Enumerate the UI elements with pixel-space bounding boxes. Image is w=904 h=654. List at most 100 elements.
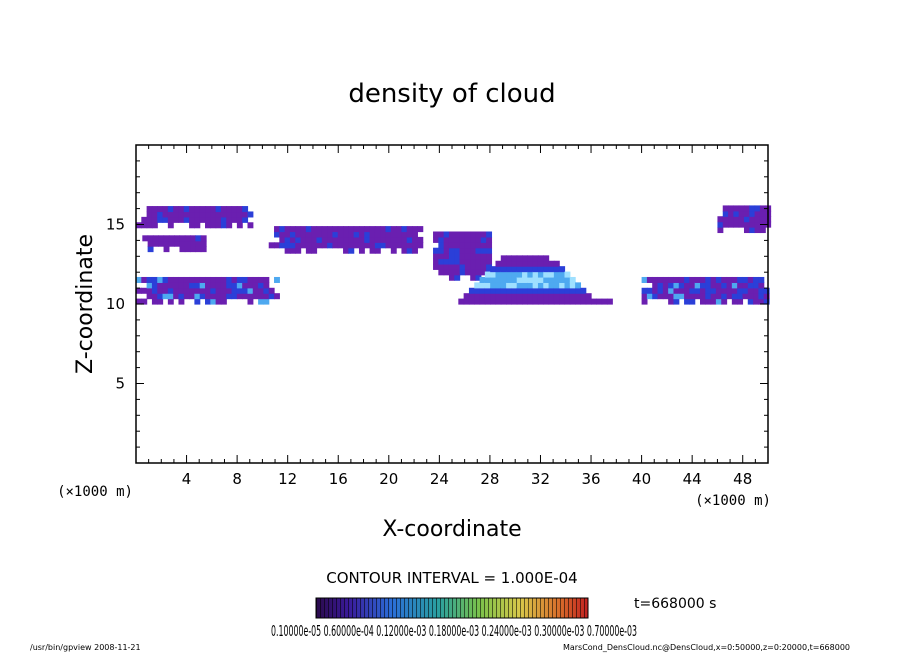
cloud-cell [495, 282, 502, 289]
cloud-cell [412, 231, 418, 238]
cloud-cell [511, 260, 518, 267]
cloud-cell [459, 263, 466, 270]
cloud-cell [348, 236, 355, 243]
cloud-cell [722, 210, 729, 217]
cloud-cell [184, 240, 191, 247]
cloud-cell [484, 276, 491, 283]
cloud-cell [236, 211, 243, 218]
cloud-cell [717, 216, 724, 223]
cloud-cell [601, 298, 608, 305]
cloud-cell [252, 276, 259, 283]
cloud-cell [195, 240, 202, 247]
cloud-cell [184, 235, 191, 242]
cloud-cell [311, 236, 318, 243]
cloud-cell [252, 282, 259, 289]
cloud-cell [699, 276, 706, 283]
cloud-cell [353, 242, 360, 249]
cloud-cell [263, 298, 270, 305]
y-axis-title: Z-coordinate [73, 234, 98, 374]
cloud-cell [543, 255, 550, 262]
cloud-cell [699, 282, 706, 289]
cloud-cell [343, 242, 349, 249]
cloud-cell [500, 260, 507, 267]
cloud-cell [189, 216, 195, 223]
cloud-cell [305, 226, 312, 233]
cloud-cell [215, 222, 222, 229]
cloud-cell [178, 293, 185, 300]
cloud-cell [733, 221, 740, 228]
cloud-cell [167, 216, 174, 223]
cloud-cell [242, 276, 249, 283]
cloud-cell [220, 293, 227, 300]
cloud-cell [559, 266, 566, 273]
cloud-cell [516, 260, 523, 267]
cloud-cell [641, 287, 648, 294]
cloud-cell [364, 226, 371, 233]
cloud-cell [569, 298, 576, 305]
cloud-cell [274, 242, 280, 249]
cloud-cell [443, 269, 450, 276]
cloud-cell [194, 222, 201, 229]
cloud-cell [511, 282, 518, 289]
cloud-cell [484, 282, 491, 289]
cloud-cell [443, 242, 450, 249]
cloud-cell [289, 247, 296, 254]
cloud-cell [369, 247, 376, 254]
cloud-cell [652, 287, 659, 294]
cloud-cell [258, 293, 265, 300]
cloud-cell [475, 258, 482, 265]
cloud-cell [226, 222, 233, 229]
cloud-cell [464, 231, 471, 238]
cloud-cell [500, 287, 507, 294]
x-tick-label: 40 [632, 470, 651, 488]
x-tick-label: 24 [430, 470, 449, 488]
cloud-cell [220, 222, 227, 229]
cloud-cell [162, 287, 169, 294]
cloud-cell [511, 271, 518, 278]
x-tick-label: 32 [531, 470, 550, 488]
cloud-cell [236, 276, 243, 283]
cloud-region-lower-left-layer [136, 276, 280, 305]
cloud-cell [289, 231, 296, 238]
cloud-cell [532, 293, 539, 300]
cloud-cell [733, 216, 740, 223]
time-label: t=668000 s [634, 596, 716, 612]
cloud-cell [475, 274, 482, 281]
cloud-cell [215, 282, 222, 289]
cloud-cell [689, 282, 696, 289]
cloud-cell [396, 226, 403, 233]
cloud-cell [474, 298, 481, 305]
cloud-cell [258, 282, 265, 289]
cloud-cell [459, 247, 466, 254]
cloud-cell [231, 211, 238, 218]
cloud-cell [279, 231, 286, 238]
cloud-cell [479, 282, 486, 289]
cloud-cell [464, 242, 471, 249]
cloud-cell [199, 276, 206, 283]
cloud-cell [300, 236, 307, 243]
cloud-cell [136, 298, 142, 305]
cloud-cell [433, 247, 439, 254]
cloud-cell [480, 253, 487, 260]
cloud-cell [737, 282, 744, 289]
cloud-cell [448, 274, 455, 281]
y-tick-label: 10 [106, 295, 125, 313]
cloud-cell [358, 247, 365, 254]
cloud-cell [443, 253, 450, 260]
cloud-cell [364, 242, 371, 249]
cloud-cell [458, 298, 465, 305]
cloud-cell [728, 221, 734, 228]
cloud-cell [448, 269, 455, 276]
cloud-cell [316, 236, 323, 243]
cloud-cell [537, 282, 544, 289]
cloud-cell [433, 263, 439, 270]
cloud-cell [486, 253, 493, 260]
cloud-cell [151, 282, 158, 289]
cloud-cell [194, 293, 201, 300]
cloud-cell [657, 293, 664, 300]
cloud-cell [190, 246, 197, 253]
cloud-cell [433, 253, 439, 260]
cloud-cell [480, 258, 487, 265]
cloud-cell [390, 231, 397, 238]
cloud-cell [448, 247, 455, 254]
